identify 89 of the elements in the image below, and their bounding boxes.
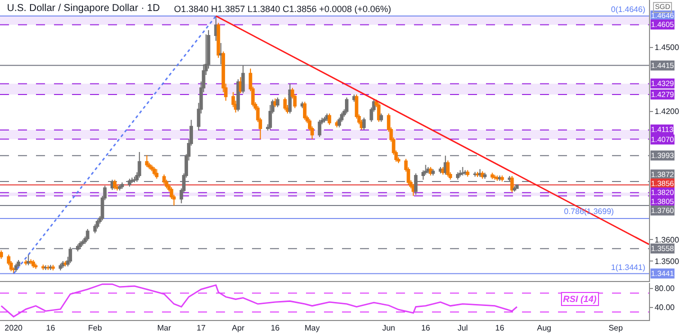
candlestick xyxy=(446,160,450,178)
candlestick xyxy=(68,246,72,264)
candlestick xyxy=(344,96,348,114)
x-tick-label: Apr xyxy=(232,324,245,333)
y-tick-label: 1.4500 xyxy=(654,43,680,52)
x-tick-label: 17 xyxy=(196,324,206,333)
candlestick xyxy=(26,254,30,266)
x-tick-label: Mar xyxy=(157,324,172,333)
candlestick xyxy=(14,263,18,272)
candlestick xyxy=(490,172,494,180)
candlestick xyxy=(29,258,33,265)
candlestick xyxy=(219,42,223,65)
candlestick xyxy=(466,170,470,178)
candlestick xyxy=(86,228,90,242)
candlestick xyxy=(276,96,280,108)
candlestick xyxy=(512,186,516,192)
candlestick xyxy=(120,182,124,190)
candlestick xyxy=(113,179,116,190)
candlestick xyxy=(478,168,482,178)
x-tick-label: 16 xyxy=(421,324,431,333)
candlestick xyxy=(463,170,467,176)
chart-title: U.S. Dollar / Singapore Dollar · 1D xyxy=(7,3,160,14)
candlestick xyxy=(162,174,166,185)
candlestick xyxy=(61,260,65,268)
x-tick-label: 16 xyxy=(495,324,505,333)
candlestick xyxy=(152,166,156,176)
candlestick xyxy=(150,164,154,172)
x-tick-label: Aug xyxy=(537,324,552,333)
candlestick xyxy=(328,113,332,126)
candlestick xyxy=(130,177,134,184)
y-tick-label: 1.3600 xyxy=(654,235,680,244)
candlestick xyxy=(32,259,36,268)
candlestick xyxy=(128,178,132,188)
candlestick xyxy=(132,176,136,183)
candlestick xyxy=(473,171,477,178)
x-tick-label: May xyxy=(304,324,320,333)
candlestick xyxy=(377,102,381,122)
x-tick-label: 16 xyxy=(46,324,56,333)
candlestick xyxy=(431,168,435,176)
candlestick xyxy=(118,184,122,191)
candlestick xyxy=(283,96,287,111)
candlestick xyxy=(48,264,52,270)
candlestick xyxy=(288,83,292,114)
candlestick xyxy=(58,263,62,271)
candlestick xyxy=(510,175,514,193)
candlestick xyxy=(216,22,220,58)
candlestick xyxy=(44,264,48,270)
candlestick xyxy=(96,218,100,230)
annotation: 1(1.3441) xyxy=(611,263,646,272)
chart-subtitle: O1.3840 H1.3857 L1.3840 C1.3856 +0.0008 (+0.06%) xyxy=(174,4,392,14)
candlestick xyxy=(76,244,80,252)
candlestick xyxy=(236,78,240,112)
x-tick-label: Sep xyxy=(608,324,624,333)
candlestick xyxy=(318,119,322,138)
candlestick xyxy=(456,172,460,180)
candlestick xyxy=(46,264,50,270)
y-tick-label: 80.00 xyxy=(654,284,676,294)
candlestick xyxy=(458,170,462,178)
y-tick-label: 1.4200 xyxy=(654,107,680,116)
candlestick xyxy=(41,264,45,270)
candlestick xyxy=(0,250,3,260)
candlestick xyxy=(303,101,306,120)
x-tick-label: 2020 xyxy=(4,324,24,333)
y-tick-label: 40.00 xyxy=(654,303,676,312)
candlestick xyxy=(460,166,464,176)
candlestick xyxy=(493,174,496,180)
candlestick xyxy=(483,172,487,180)
candlestick xyxy=(380,113,383,122)
y-tick-label: 1.3500 xyxy=(654,256,680,266)
x-tick-label: Jul xyxy=(458,324,468,333)
candlestick xyxy=(508,175,512,182)
candlestick xyxy=(500,175,504,182)
candlestick xyxy=(78,240,82,250)
annotation: 0(1.4646) xyxy=(611,5,646,14)
candlestick xyxy=(51,264,55,271)
candlestick xyxy=(34,263,38,270)
candlestick xyxy=(428,166,432,176)
candlestick xyxy=(80,239,84,246)
candlestick xyxy=(362,117,366,130)
candlestick xyxy=(241,64,245,94)
x-tick-label: 16 xyxy=(270,324,280,333)
candlestick xyxy=(145,154,149,168)
candlestick xyxy=(154,168,158,180)
candlestick xyxy=(322,116,326,123)
candlestick xyxy=(414,172,418,196)
candlestick xyxy=(138,152,142,178)
text: RSI (14) xyxy=(563,294,597,304)
x-tick-label: Feb xyxy=(88,324,102,333)
x-tick-label: Jun xyxy=(382,324,396,333)
